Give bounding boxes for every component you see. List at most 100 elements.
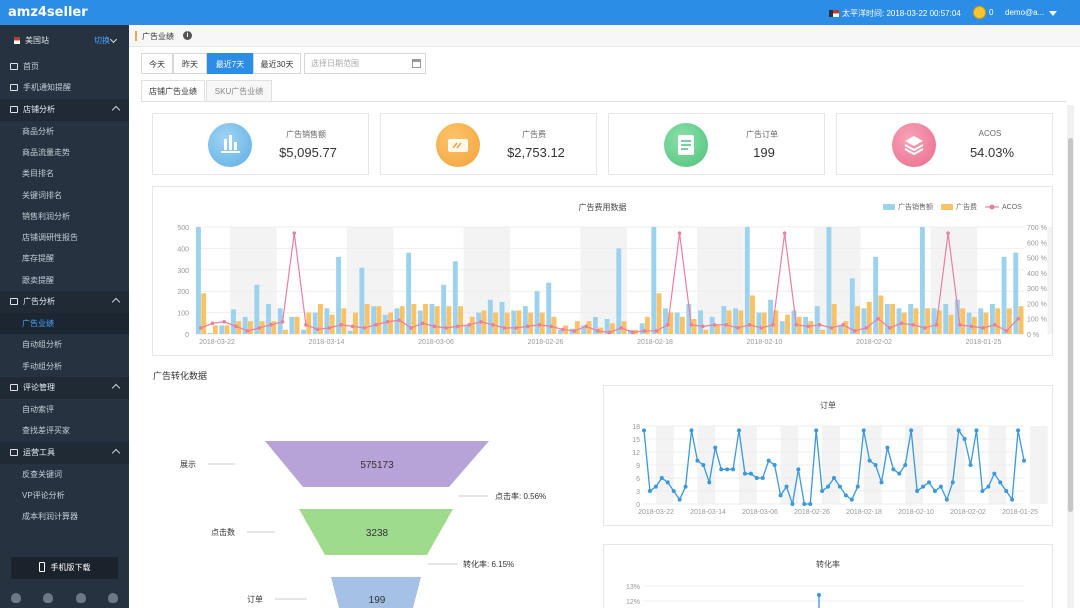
acos-point[interactable] — [584, 324, 588, 329]
bar-sales[interactable] — [382, 314, 388, 334]
chevron-down-icon[interactable] — [109, 35, 118, 44]
bar-sales[interactable] — [452, 261, 458, 334]
bar-sales[interactable] — [196, 227, 201, 334]
orders-point[interactable] — [867, 458, 872, 463]
orders-point[interactable] — [903, 463, 908, 467]
bar-sales[interactable] — [896, 308, 902, 334]
legend-item-acos[interactable]: ACOS — [985, 202, 1022, 212]
acos-point[interactable] — [806, 324, 810, 329]
bar-cost[interactable] — [364, 304, 370, 334]
sidebar-item[interactable]: 首页 — [0, 56, 129, 77]
bar-sales[interactable] — [534, 291, 540, 334]
orders-point[interactable] — [1010, 497, 1015, 502]
brand-logo[interactable]: amz4seller — [8, 5, 88, 20]
orders-point[interactable] — [731, 467, 736, 472]
bar-sales[interactable] — [931, 308, 937, 334]
funnel-stage[interactable] — [265, 441, 489, 487]
sidebar-item[interactable]: 关键词排名 — [0, 185, 129, 206]
orders-point[interactable] — [992, 471, 997, 476]
sidebar-item[interactable]: 成本利润计算器 — [0, 506, 129, 527]
acos-point[interactable] — [596, 329, 600, 333]
acos-point[interactable] — [269, 323, 273, 327]
orders-point[interactable] — [921, 484, 926, 489]
bar-cost[interactable] — [528, 312, 534, 334]
bar-cost[interactable] — [516, 310, 522, 334]
acos-point[interactable] — [245, 329, 250, 333]
bar-cost[interactable] — [539, 312, 545, 334]
sidebar-item[interactable]: 查找差评买家 — [0, 420, 129, 441]
bar-cost[interactable] — [1018, 306, 1024, 334]
orders-point[interactable] — [808, 502, 813, 506]
acos-point[interactable] — [957, 323, 962, 327]
bar-cost[interactable] — [960, 308, 966, 334]
bar-sales[interactable] — [557, 329, 563, 334]
sidebar-item[interactable]: 手机通知提醒 — [0, 77, 129, 98]
orders-point[interactable] — [897, 471, 902, 476]
acos-point[interactable] — [514, 326, 518, 330]
acos-point[interactable] — [724, 323, 729, 327]
orders-point[interactable] — [665, 480, 670, 485]
acos-point[interactable] — [467, 323, 472, 327]
chevron-up-icon[interactable] — [111, 383, 121, 393]
sidebar-item[interactable]: 类目排名 — [0, 163, 129, 184]
bar-sales[interactable] — [522, 306, 528, 334]
acos-point[interactable] — [327, 326, 332, 330]
bar-cost[interactable] — [715, 325, 720, 334]
site-selector[interactable]: 美国站 切换 — [0, 31, 129, 51]
acos-point[interactable] — [385, 319, 390, 324]
bar-sales[interactable] — [826, 227, 832, 334]
acos-point[interactable] — [736, 326, 740, 330]
acos-point[interactable] — [560, 327, 565, 332]
bar-cost[interactable] — [808, 321, 814, 334]
bar-cost[interactable] — [878, 295, 884, 334]
bar-sales[interactable] — [231, 309, 236, 334]
bar-cost[interactable] — [399, 306, 405, 334]
bar-cost[interactable] — [353, 312, 358, 334]
bar-cost[interactable] — [224, 325, 230, 334]
sidebar-item[interactable]: 店铺调研性报告 — [0, 227, 129, 248]
acos-point[interactable] — [712, 323, 717, 327]
orders-point[interactable] — [826, 484, 831, 489]
bar-cost[interactable] — [294, 316, 300, 334]
bar-sales[interactable] — [546, 282, 552, 334]
bar-cost[interactable] — [925, 308, 931, 334]
mobile-download-button[interactable]: 手机版下载 — [11, 557, 118, 579]
bar-sales[interactable] — [814, 306, 820, 334]
bar-cost[interactable] — [936, 310, 942, 334]
bar-cost[interactable] — [329, 314, 335, 334]
orders-point[interactable] — [944, 497, 949, 502]
acos-point[interactable] — [549, 324, 553, 329]
bar-sales[interactable] — [219, 325, 225, 334]
bar-cost[interactable] — [890, 304, 896, 334]
bar-sales[interactable] — [254, 284, 260, 334]
bar-sales[interactable] — [312, 312, 318, 334]
sidebar-item[interactable]: 商品流量走势 — [0, 142, 129, 163]
orders-point[interactable] — [968, 463, 973, 467]
bar-cost[interactable] — [820, 329, 825, 334]
bar-sales[interactable] — [336, 256, 342, 334]
bar-cost[interactable] — [691, 319, 697, 334]
bar-sales[interactable] — [581, 325, 587, 334]
orders-point[interactable] — [742, 471, 747, 476]
orders-point[interactable] — [796, 467, 801, 472]
bar-sales[interactable] — [849, 278, 855, 334]
orders-point[interactable] — [689, 428, 694, 433]
orders-point[interactable] — [695, 458, 700, 463]
calendar-icon[interactable] — [412, 59, 421, 68]
bar-sales[interactable] — [674, 312, 680, 334]
acos-point[interactable] — [525, 324, 530, 329]
sidebar-section[interactable]: 评论管理 — [0, 376, 129, 399]
tab-sku-ads[interactable]: SKU广告业绩 — [206, 80, 272, 102]
bar-sales[interactable] — [1013, 252, 1019, 334]
orders-point[interactable] — [719, 467, 724, 472]
orders-point[interactable] — [766, 458, 771, 463]
acos-point[interactable] — [420, 321, 425, 326]
legend-item-sales[interactable]: 广告销售额 — [883, 202, 933, 212]
acos-point[interactable] — [339, 323, 343, 327]
acos-point[interactable] — [444, 326, 448, 330]
orders-point[interactable] — [713, 445, 718, 450]
acos-point[interactable] — [887, 326, 892, 330]
orders-point[interactable] — [1016, 428, 1021, 433]
orders-point[interactable] — [737, 428, 741, 433]
acos-point[interactable] — [1016, 316, 1020, 321]
